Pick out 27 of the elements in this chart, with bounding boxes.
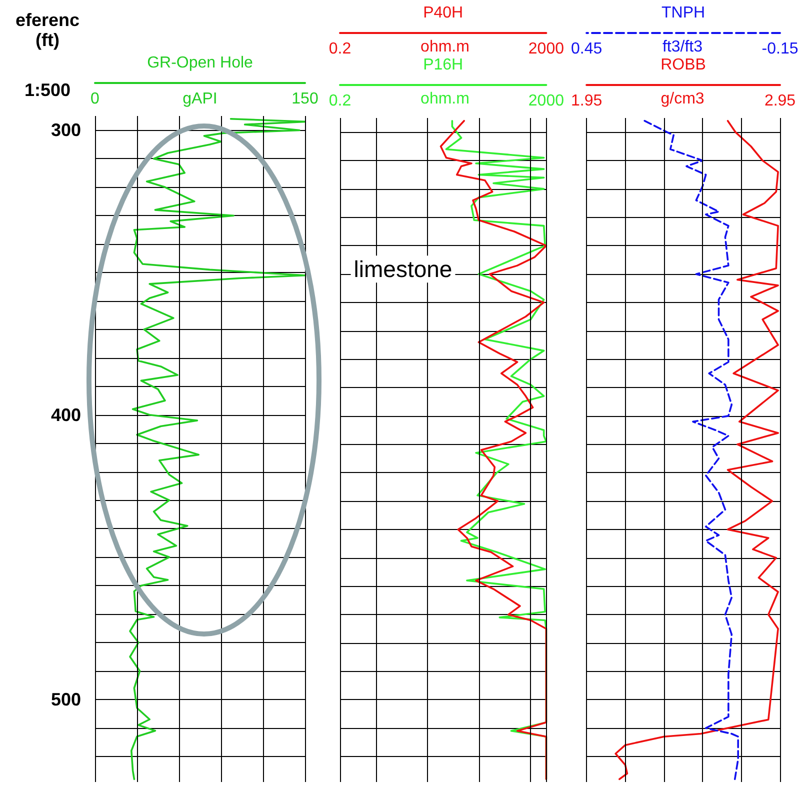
x-tick-label: 2000 — [528, 92, 564, 110]
y-axis-title: eferenc (ft) — [15, 10, 80, 50]
x-axis-title: ohm.m — [420, 90, 470, 108]
x2-tick-label: 0.2 — [328, 40, 352, 58]
x-axis-title: g/cm3 — [660, 90, 704, 108]
text: 1:500 — [24, 80, 71, 100]
text: P40H — [423, 4, 464, 22]
annotation: limestone — [354, 256, 452, 282]
x-tick-label: 0.2 — [328, 92, 352, 110]
x-tick-label: 0 — [90, 90, 100, 108]
x-tick-label: 2.95 — [764, 92, 796, 110]
line-series — [129, 118, 306, 780]
text: GR-Open Hole — [147, 54, 254, 72]
x-axis-title: gAPI — [182, 90, 218, 108]
x-tick-label: 150 — [292, 90, 318, 108]
x2-tick-label: 0.45 — [571, 40, 602, 58]
x2-axis-title: ohm.m — [420, 38, 470, 56]
x2-axis-title: ft3/ft3 — [662, 38, 703, 56]
text: TNPH — [662, 4, 706, 22]
x2-tick-label: 2000 — [528, 40, 564, 58]
x2-tick-label: -0.15 — [762, 40, 798, 58]
text: P16H — [423, 56, 464, 74]
y-tick-label: 500 — [50, 689, 81, 710]
y-tick-label: 300 — [50, 120, 81, 140]
y-tick-label: 400 — [50, 404, 81, 425]
text: ROBB — [660, 56, 706, 74]
x-tick-label: 1.95 — [571, 92, 602, 110]
